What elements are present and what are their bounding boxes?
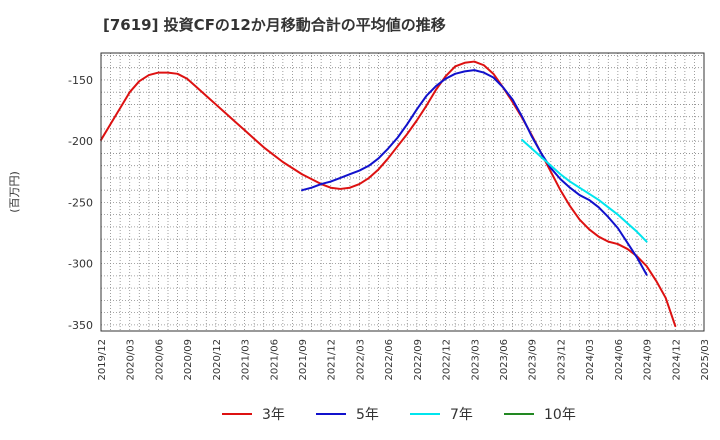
plot-area (101, 53, 704, 331)
grid (101, 53, 704, 331)
x-tick-label: 2024/12 (671, 339, 682, 381)
x-tick-label: 2020/12 (212, 339, 223, 381)
x-tick-label: 2023/03 (470, 339, 481, 381)
x-tick-label: 2020/03 (126, 339, 137, 381)
x-ticks: 2019/12 2020/03 2020/06 2020/09 2020/12 2021/… (97, 339, 711, 381)
plot-border (100, 52, 705, 332)
x-tick-label: 2022/12 (442, 339, 453, 381)
series-line-0 (100, 60, 677, 328)
legend-label-2: 7年 (450, 407, 473, 423)
chart-title: [7619] 投資CFの12か月移動合計の平均値の推移 (103, 16, 446, 34)
legend-label-1: 5年 (356, 407, 379, 423)
x-tick-label: 2019/12 (97, 339, 108, 381)
x-tick-label: 2021/12 (327, 339, 338, 381)
legend-label-0: 3年 (262, 407, 285, 423)
y-tick-label: -150 (68, 74, 93, 87)
x-tick-label: 2022/06 (384, 339, 395, 381)
y-tick-label: -200 (68, 135, 93, 148)
x-tick-label: 2024/06 (614, 339, 625, 381)
x-tick-label: 2021/03 (241, 339, 252, 381)
x-tick-label: 2025/03 (700, 339, 711, 381)
x-tick-label: 2023/06 (499, 339, 510, 381)
x-tick-label: 2023/12 (556, 339, 567, 381)
x-tick-label: 2022/03 (355, 339, 366, 381)
x-tick-label: 2021/09 (298, 339, 309, 381)
series-line-2 (521, 138, 648, 243)
x-tick-label: 2021/06 (269, 339, 280, 381)
y-tick-label: -350 (68, 319, 93, 332)
y-tick-label: -250 (68, 196, 93, 209)
x-tick-label: 2024/09 (643, 339, 654, 381)
y-ticks: -150 -200 -250 -300 -350 (68, 74, 93, 332)
y-tick-label: -300 (68, 258, 93, 271)
series-line-1 (301, 69, 648, 276)
x-tick-label: 2020/06 (154, 339, 165, 381)
series-lines (100, 60, 677, 328)
x-tick-label: 2023/09 (528, 339, 539, 381)
x-tick-label: 2022/09 (413, 339, 424, 381)
legend-label-3: 10年 (544, 407, 576, 423)
y-axis-label: (百万円) (8, 171, 21, 213)
x-tick-label: 2024/03 (585, 339, 596, 381)
x-tick-label: 2020/09 (183, 339, 194, 381)
legend: 3年 5年 7年 10年 (222, 407, 576, 423)
